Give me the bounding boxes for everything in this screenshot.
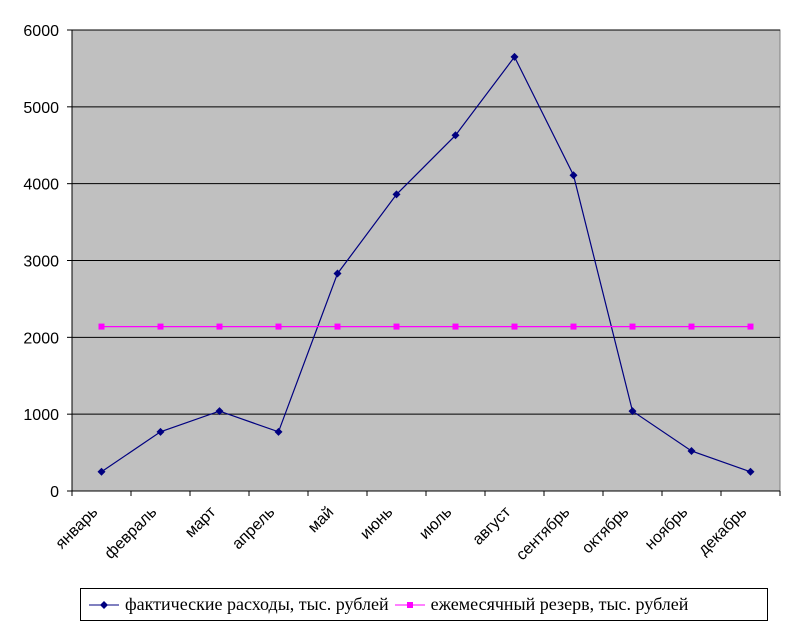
x-tick-label: март bbox=[182, 503, 220, 541]
x-tick-label: февраль bbox=[102, 504, 161, 563]
gridlines bbox=[72, 29, 780, 415]
legend-item-series-2: ежемесячный резерв, тыс. рублей bbox=[394, 594, 689, 615]
y-tick-label: 6000 bbox=[23, 23, 59, 40]
series-2 bbox=[98, 323, 754, 330]
x-tick-label: декабрь bbox=[695, 504, 750, 559]
legend-swatch-series-1 bbox=[89, 600, 119, 609]
data-point bbox=[452, 323, 459, 330]
data-point bbox=[97, 467, 106, 476]
data-point bbox=[746, 467, 755, 476]
x-tick-label: ноябрь bbox=[642, 504, 691, 553]
data-point bbox=[451, 131, 460, 140]
y-tick-label: 4000 bbox=[23, 177, 59, 194]
legend-label-series-2: ежемесячный резерв, тыс. рублей bbox=[430, 594, 689, 614]
data-point bbox=[687, 447, 696, 456]
series-1 bbox=[97, 52, 755, 476]
y-axis-tick-labels: 0 1000 2000 3000 4000 5000 6000 bbox=[23, 23, 59, 501]
x-tick-label: январь bbox=[53, 504, 102, 553]
data-point bbox=[215, 407, 224, 416]
legend-label-series-1: фактические расходы, тыс. рублей bbox=[125, 594, 389, 614]
data-point bbox=[569, 171, 578, 180]
data-point bbox=[511, 323, 518, 330]
x-tick-label: октябрь bbox=[579, 504, 632, 557]
data-point bbox=[275, 323, 282, 330]
data-point bbox=[157, 323, 164, 330]
data-point bbox=[98, 323, 105, 330]
x-tick-label: апрель bbox=[229, 504, 278, 553]
y-tick-label: 0 bbox=[50, 484, 59, 501]
x-axis-tick-labels: январь февраль март апрель май июнь июль август… bbox=[53, 503, 751, 564]
x-tick-label: май bbox=[305, 504, 337, 536]
data-point bbox=[274, 427, 283, 436]
legend-item-series-1: фактические расходы, тыс. рублей bbox=[89, 594, 389, 615]
data-point bbox=[747, 323, 754, 330]
x-tick-label: июль bbox=[416, 504, 455, 543]
data-point bbox=[688, 323, 695, 330]
data-point bbox=[334, 323, 341, 330]
series-line bbox=[101, 55, 751, 473]
x-tick-label: август bbox=[470, 503, 515, 548]
series-layer bbox=[97, 52, 755, 476]
data-point bbox=[393, 323, 400, 330]
data-point bbox=[216, 323, 223, 330]
data-point bbox=[510, 52, 519, 61]
data-point bbox=[629, 323, 636, 330]
data-point bbox=[333, 269, 342, 278]
y-tick-label: 5000 bbox=[23, 100, 59, 117]
legend: фактические расходы, тыс. рублей ежемеся… bbox=[80, 588, 768, 621]
data-point bbox=[156, 427, 165, 436]
x-tick-label: сентябрь bbox=[513, 504, 573, 564]
axes bbox=[67, 29, 781, 496]
data-point bbox=[628, 407, 637, 416]
legend-swatch-series-2 bbox=[394, 601, 425, 608]
data-point bbox=[570, 323, 577, 330]
y-tick-label: 2000 bbox=[23, 330, 59, 347]
x-tick-label: июнь bbox=[357, 504, 396, 543]
y-tick-label: 1000 bbox=[23, 407, 59, 424]
data-point bbox=[392, 190, 401, 199]
y-tick-label: 3000 bbox=[23, 254, 59, 271]
